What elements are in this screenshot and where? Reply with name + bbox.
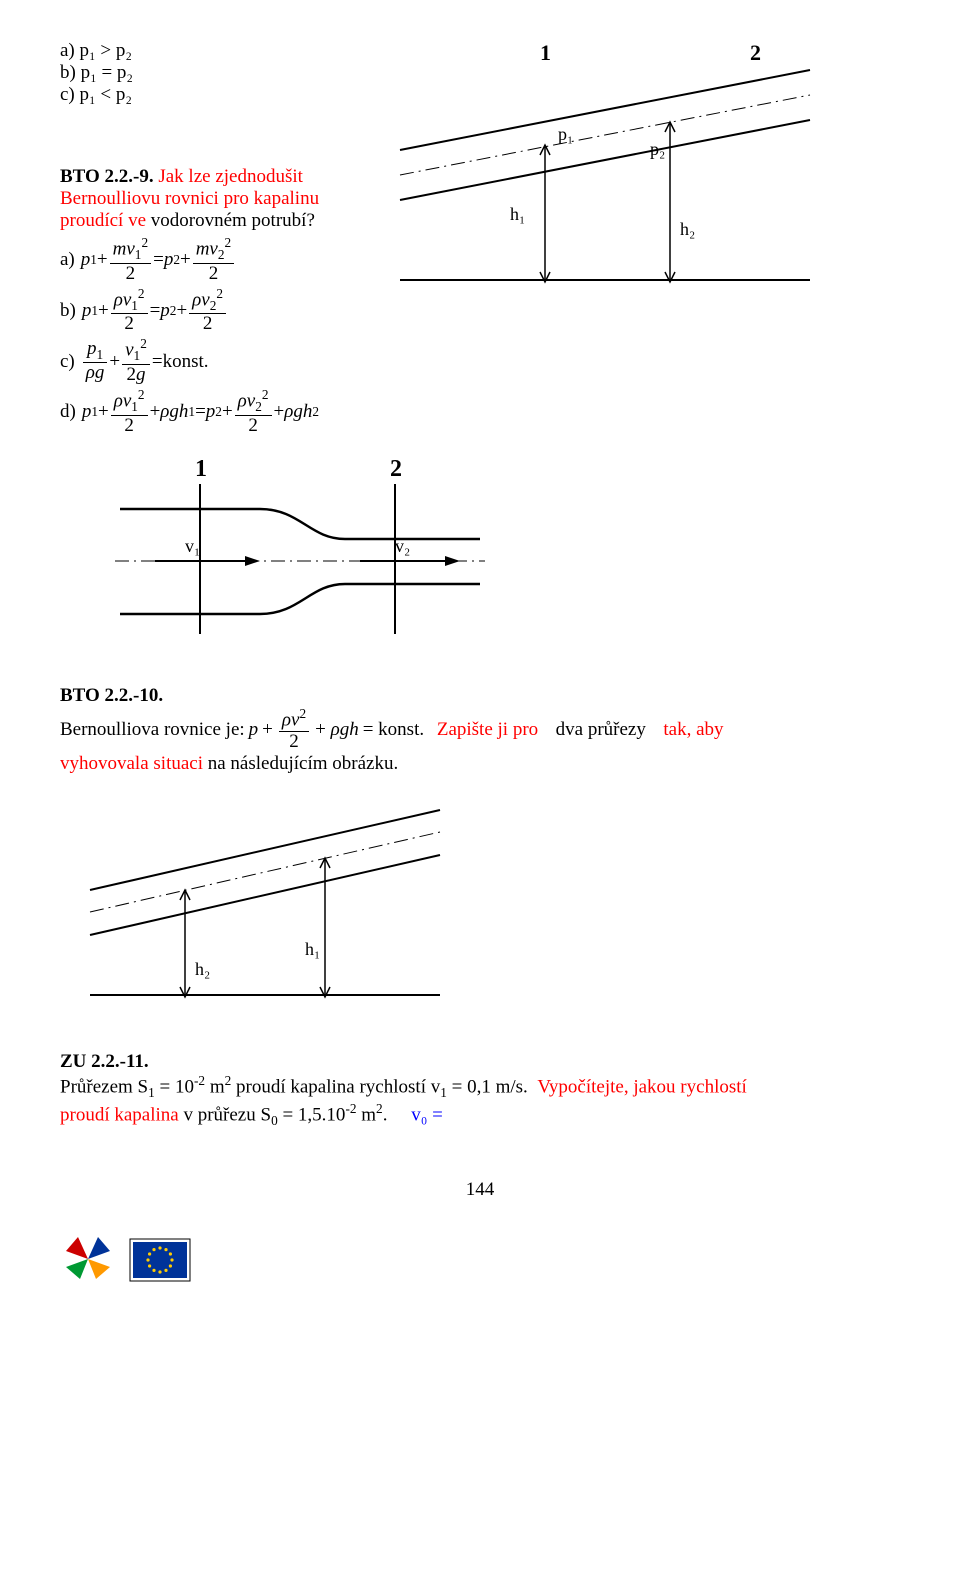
figure-converging-pipe: 1 2 v₁ v₂ bbox=[100, 454, 500, 644]
zu11-m2a: m bbox=[205, 1076, 225, 1097]
fig3-h1-arrow: h₁ bbox=[305, 858, 330, 997]
fig2-label2: 2 bbox=[390, 456, 402, 482]
eq-c-konst: konst. bbox=[163, 351, 209, 373]
eq-a: a) p1 + mv122 = p2 + mv222 bbox=[60, 236, 340, 285]
svg-text:h₂: h₂ bbox=[680, 219, 695, 239]
fig1-label2: 2 bbox=[750, 40, 761, 65]
bto9-id: BTO 2.2.-9. bbox=[60, 166, 154, 187]
top-section: a) p₁ > p₂ b) p₁ = p₂ c) p₁ < p₂ BTO 2.2… bbox=[60, 40, 900, 439]
svg-text:h₂: h₂ bbox=[195, 959, 210, 979]
zu11-red2: proudí kapalina bbox=[60, 1104, 183, 1125]
zu11-red1: Vypočítejte, jakou rychlostí bbox=[537, 1076, 746, 1097]
figure-inclined-pipe: 1 2 p₁ p₂ h₁ h₂ bbox=[380, 40, 820, 320]
zu11-block: ZU 2.2.-11. Průřezem S1 = 10-2 m2 proudí… bbox=[60, 1051, 900, 1129]
zu11-t1: Průřezem S bbox=[60, 1076, 148, 1097]
svg-text:h₁: h₁ bbox=[305, 939, 320, 959]
footer-logos bbox=[60, 1231, 900, 1297]
eq-a-label: a) bbox=[60, 249, 75, 271]
zu11-t3: v průřezu S bbox=[183, 1104, 271, 1125]
fig2-v2-arrow: v₂ bbox=[360, 536, 460, 566]
bto10-tail2: dva průřezy bbox=[556, 719, 646, 741]
bto10-id: BTO 2.2.-10. bbox=[60, 685, 900, 707]
eq-b-label: b) bbox=[60, 300, 76, 322]
zu11-v0: v₀ = bbox=[411, 1104, 443, 1125]
eq-b: b) p1 + ρv122 = p2 + ρv222 bbox=[60, 287, 340, 336]
page-number: 144 bbox=[60, 1179, 900, 1201]
eq-c-label: c) bbox=[60, 351, 75, 373]
bto10-block: BTO 2.2.-10. Bernoulliova rovnice je: p … bbox=[60, 685, 900, 775]
svg-text:v₂: v₂ bbox=[395, 536, 410, 556]
eq-c: c) p1ρg + v122g = konst. bbox=[60, 337, 340, 386]
figure-inclined-pipe-heights: h₂ h₁ bbox=[70, 790, 470, 1020]
bto10-line2b: na následujícím obrázku. bbox=[208, 753, 398, 774]
bto10-tail1: Zapište ji pro bbox=[437, 719, 538, 741]
zu11-s1eq: = 10 bbox=[155, 1076, 194, 1097]
svg-text:h₁: h₁ bbox=[510, 204, 525, 224]
figure-converging-pipe-wrap: 1 2 v₁ v₂ bbox=[100, 454, 900, 650]
opt-a: a) p₁ > p₂ bbox=[60, 40, 340, 62]
fig1-h1-arrow: h₁ bbox=[510, 145, 550, 282]
fig1-p2: p₂ bbox=[650, 139, 665, 159]
zu11-id: ZU 2.2.-11. bbox=[60, 1051, 900, 1073]
fig2-label1: 1 bbox=[195, 456, 207, 482]
zu11-period: . bbox=[383, 1104, 388, 1125]
bto9-q2: Bernoulliovu rovnici pro kapalinu bbox=[60, 188, 319, 209]
fig1-p1: p₁ bbox=[558, 124, 573, 144]
bto10-konst: = konst. bbox=[363, 719, 424, 741]
fig1-label1: 1 bbox=[540, 40, 551, 65]
bto10-line2a: vyhovovala situaci bbox=[60, 753, 203, 774]
opt-b: b) p₁ = p₂ bbox=[60, 62, 340, 84]
svg-text:v₁: v₁ bbox=[185, 536, 200, 556]
bto10-tail3: tak, aby bbox=[663, 719, 723, 741]
opt-c: c) p₁ < p₂ bbox=[60, 84, 340, 106]
zu11-t2: proudí kapalina rychlostí v bbox=[231, 1076, 440, 1097]
bto9-q4: vodorovném potrubí? bbox=[151, 210, 315, 231]
eq-d-label: d) bbox=[60, 401, 76, 423]
zu11-m2b: m bbox=[357, 1104, 377, 1125]
fig3-h2-arrow: h₂ bbox=[180, 890, 210, 997]
fig2-v1-arrow: v₁ bbox=[155, 536, 260, 566]
bto9-q3: proudící ve bbox=[60, 210, 146, 231]
bto10-pre: Bernoulliova rovnice je: bbox=[60, 719, 245, 741]
zu11-s0eq: = 1,5.10 bbox=[278, 1104, 346, 1125]
zu11-v1eq: = 0,1 m/s. bbox=[447, 1076, 528, 1097]
bto9-equations: a) p1 + mv122 = p2 + mv222 b) p1 + ρv122… bbox=[60, 236, 340, 437]
eq-d: d) p1 + ρv122 + ρgh1 = p2 + ρv222 + ρgh2 bbox=[60, 388, 340, 437]
bto9-question: BTO 2.2.-9. Jak lze zjednodušit Bernoull… bbox=[60, 166, 380, 232]
bto9-q1: Jak lze zjednodušit bbox=[158, 166, 303, 187]
